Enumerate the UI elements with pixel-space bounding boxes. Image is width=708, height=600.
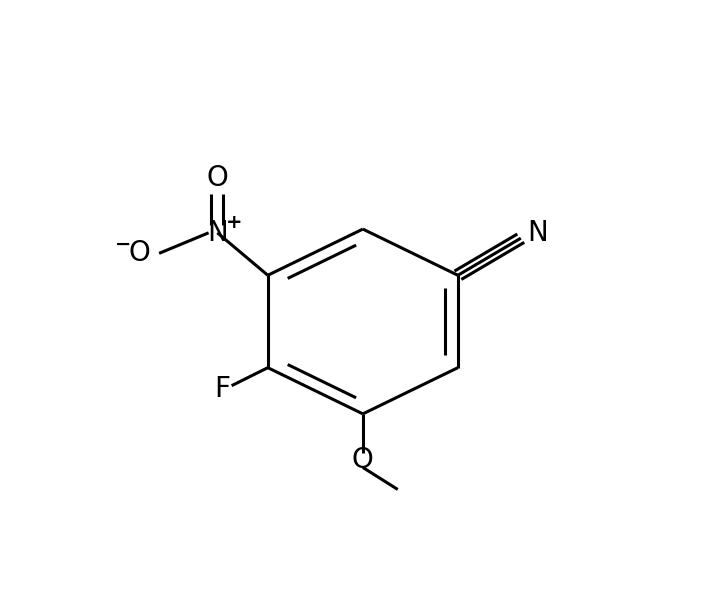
Text: O: O: [352, 446, 374, 474]
Text: O: O: [128, 239, 150, 268]
Text: N: N: [207, 219, 228, 247]
Text: −: −: [115, 235, 131, 254]
Text: O: O: [207, 164, 228, 192]
Text: F: F: [215, 376, 230, 403]
Text: +: +: [226, 213, 242, 232]
Text: N: N: [527, 218, 548, 247]
